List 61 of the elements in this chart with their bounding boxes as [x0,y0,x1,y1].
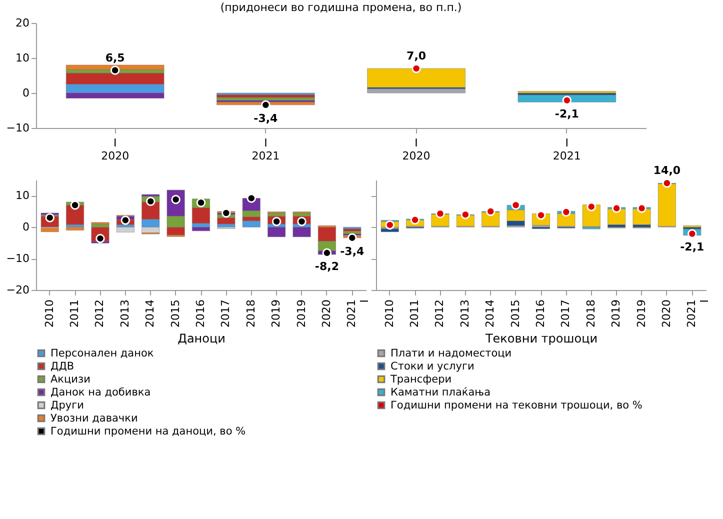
x-tick-label: 2013 [118,300,132,328]
x-tick-label: 2019 [270,300,283,328]
legend-label: Стоки и услуги [390,360,474,372]
y-tick-label: 0 [22,86,30,100]
x-tick-label: I 2020 [402,136,430,162]
legend-label: Акцизи [50,373,90,386]
x-tick-label: I 2021 [552,136,581,162]
x-tick-label: 2010 [42,300,56,328]
y-tick-label: 0 [22,220,30,234]
x-tick-label: 2015 [508,300,522,328]
y-tick-label: 20 [16,16,30,30]
legend-label: Други [50,399,84,412]
x-tick-label: 2016 [194,300,207,328]
legend-label: Годишни промени на тековни трошоци, во % [390,399,642,412]
x-tick-label: 2020 [660,300,673,328]
x-tick-label: 2019 [610,300,623,328]
x-tick-label: 2019 [634,300,648,328]
legend-label: ДДВ [50,360,74,372]
x-tick-label: 2018 [244,300,258,328]
x-tick-label: I 2020 [101,136,130,162]
x-tick-label: 2021 I [685,300,712,328]
x-tick-label: 2020 [320,300,333,328]
x-axis-title: Даноци [178,331,226,346]
x-tick-label: 2013 [458,300,472,328]
x-tick-label: 2016 [534,300,547,328]
legend-label: Трансфери [390,373,452,386]
data-label: 14,0 [653,164,681,178]
data-label: -2,1 [554,107,579,120]
legend-label: Данок на добивка [50,386,151,398]
legend-label: Увозни давачки [50,412,138,424]
x-tick-label: 2017 [219,300,232,328]
legend-label: Персонален данок [50,347,154,360]
x-tick-label: 2018 [584,300,598,328]
x-tick-label: 2010 [382,300,396,328]
legend-label: Плати и надоместоци [390,347,512,360]
x-tick-label: 2012 [433,300,446,328]
data-label: -2,1 [680,240,704,254]
y-tick-label: −20 [6,284,30,296]
x-tick-label: 2011 [68,300,82,328]
legend-label: Годишни промени на даноци, во % [50,425,246,438]
data-label: -3,4 [340,244,365,258]
x-tick-label: 2014 [144,300,157,328]
data-label: -3,4 [254,112,278,125]
x-tick-label: 2014 [484,300,497,328]
x-tick-label: 2019 [294,300,308,328]
x-tick-label: 2017 [559,300,572,328]
x-tick-label: 2012 [93,300,106,328]
x-tick-label: 2011 [408,300,422,328]
y-tick-label: 10 [16,52,30,64]
y-tick-label: −10 [6,122,30,134]
data-label: -8,2 [314,260,339,273]
legend-label: Каматни плаќања [390,386,491,398]
y-tick-label: 10 [16,189,30,202]
x-axis-title: Тековни трошоци [484,331,598,346]
data-label: 6,5 [105,51,125,64]
x-tick-label: I 2021 [252,136,280,162]
data-label: 7,0 [406,50,426,62]
y-tick-label: −10 [6,252,30,266]
chart-subtitle: (придонеси во годишна промена, во п.п.) [220,1,462,14]
x-tick-label: 2021 I [345,300,372,328]
x-tick-label: 2015 [168,300,182,328]
